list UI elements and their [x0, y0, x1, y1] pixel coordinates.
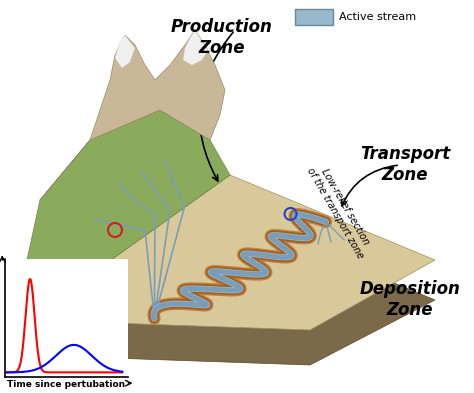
Text: Low-relief section
of the transport zone: Low-relief section of the transport zone [305, 160, 375, 260]
Text: Deposition
Zone: Deposition Zone [360, 280, 460, 319]
Polygon shape [183, 30, 208, 65]
Text: Transport
Zone: Transport Zone [360, 145, 450, 184]
Polygon shape [115, 35, 135, 68]
Text: Active stream: Active stream [339, 12, 416, 22]
Polygon shape [27, 110, 230, 320]
Polygon shape [27, 175, 435, 330]
Y-axis label: Sediment flux: Sediment flux [0, 283, 2, 354]
X-axis label: Time since pertubation: Time since pertubation [7, 380, 126, 389]
Polygon shape [27, 175, 230, 355]
Text: Production
Zone: Production Zone [171, 18, 273, 57]
Polygon shape [40, 30, 225, 200]
Polygon shape [27, 215, 435, 365]
FancyBboxPatch shape [295, 9, 333, 25]
